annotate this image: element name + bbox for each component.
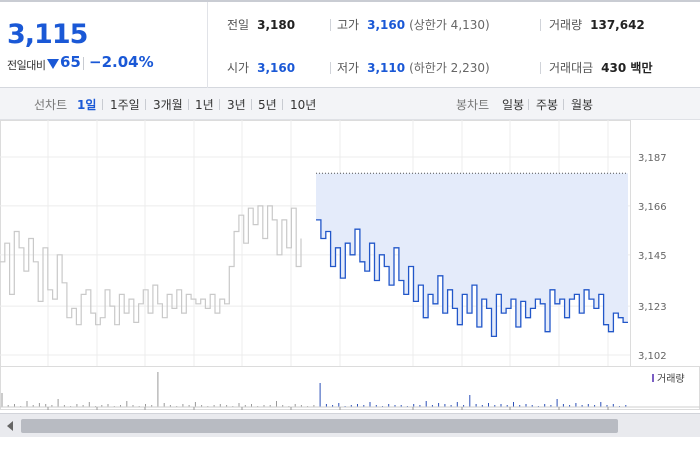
tab-divider: [282, 99, 283, 110]
divider: [540, 62, 541, 74]
low-value: 3,110: [367, 61, 406, 75]
volume-label: 거래량: [549, 18, 583, 32]
low-label: 저가: [337, 61, 360, 75]
y-tick-label: 3,102: [638, 351, 667, 362]
scroll-thumb[interactable]: [21, 419, 618, 433]
tab-divider: [102, 99, 103, 110]
volume-legend-label: 거래량: [657, 373, 685, 385]
tab-divider: [528, 99, 529, 110]
prev-close-label: 전일: [227, 18, 250, 32]
low-stat: 저가 3,110 (하한가 2,230): [337, 59, 490, 76]
tab-1year[interactable]: 1년: [195, 98, 214, 112]
amount-stat: 거래대금 430 백만: [549, 59, 652, 76]
top-border: [0, 0, 700, 2]
tab-weekly-candle[interactable]: 주봉: [536, 98, 559, 112]
candle-chart-label: 봉차트: [456, 98, 490, 112]
high-stat: 고가 3,160 (상한가 4,130): [337, 16, 490, 33]
volume-legend-swatch: [652, 374, 654, 382]
divider: [330, 19, 331, 31]
change-value: 65: [60, 53, 81, 71]
tab-1week[interactable]: 1주일: [110, 98, 140, 112]
down-triangle-icon: [47, 59, 59, 69]
bottom-area: [0, 437, 700, 450]
y-tick-label: 3,166: [638, 202, 667, 213]
lower-limit: (하한가 2,230): [409, 61, 490, 75]
change-label: 전일대비: [7, 59, 46, 72]
volume-value: 137,642: [590, 18, 645, 32]
tab-daily-candle[interactable]: 일봉: [502, 98, 525, 112]
amount-label: 거래대금: [549, 61, 594, 75]
prev-close-value: 3,180: [257, 18, 296, 32]
chart-scrollbar[interactable]: [0, 413, 700, 437]
tab-5year[interactable]: 5년: [258, 98, 277, 112]
series-line-previous-day: [0, 205, 302, 326]
divider: [540, 19, 541, 31]
tab-3year[interactable]: 3년: [227, 98, 246, 112]
upper-limit: (상한가 4,130): [409, 18, 490, 32]
y-tick-label: 3,145: [638, 251, 667, 262]
price-chart-svg: 3,187 3,166 3,145 3,123 3,102 거래량: [0, 120, 700, 410]
series-line-today: [316, 219, 628, 338]
open-stat: 시가 3,160: [227, 59, 295, 76]
divider: [330, 62, 331, 74]
scroll-left-arrow-icon[interactable]: [7, 421, 13, 431]
tab-divider: [188, 99, 189, 110]
current-price-box: 3,115 전일대비 65 −2.04%: [0, 2, 208, 88]
price-summary: 3,115 전일대비 65 −2.04% 전일 3,180 고가 3,160 (상한가…: [0, 2, 700, 88]
amount-value: 430 백만: [601, 61, 653, 75]
volume-panel: [0, 366, 700, 410]
tab-divider: [251, 99, 252, 110]
tab-monthly-candle[interactable]: 월봉: [571, 98, 594, 112]
chart-period-tabs: 선차트 1일 1주일 3개월 1년 3년 5년 10년 봉차트 일봉 주봉 월봉: [0, 88, 700, 120]
tab-10year[interactable]: 10년: [290, 98, 317, 112]
tab-divider: [145, 99, 146, 110]
tab-divider: [563, 99, 564, 110]
line-chart-label: 선차트: [34, 98, 68, 112]
tab-3month[interactable]: 3개월: [153, 98, 183, 112]
open-value: 3,160: [257, 61, 296, 75]
change-percent: −2.04%: [89, 53, 154, 71]
price-chart[interactable]: 3,187 3,166 3,145 3,123 3,102 거래량: [0, 120, 700, 410]
open-label: 시가: [227, 61, 250, 75]
high-value: 3,160: [367, 18, 406, 32]
y-tick-label: 3,123: [638, 302, 667, 313]
high-label: 고가: [337, 18, 360, 32]
y-tick-label: 3,187: [638, 153, 667, 164]
change-divider: [83, 57, 84, 70]
prev-close-stat: 전일 3,180: [227, 16, 295, 33]
tab-1day[interactable]: 1일: [77, 98, 97, 112]
volume-stat: 거래량 137,642: [549, 16, 645, 33]
tab-divider: [219, 99, 220, 110]
current-price: 3,115: [7, 19, 88, 50]
